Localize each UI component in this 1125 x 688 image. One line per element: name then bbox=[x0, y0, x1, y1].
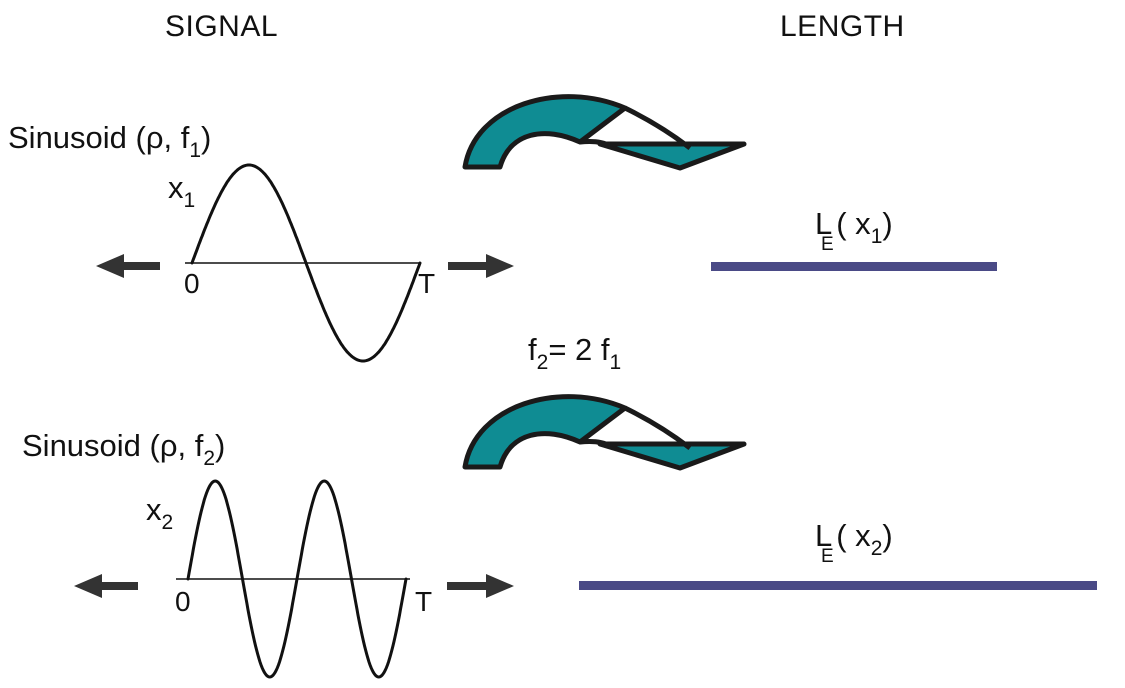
row1-left-axis-arrow bbox=[96, 254, 160, 278]
row1-origin-label: 0 bbox=[184, 268, 200, 299]
row2-origin-label: 0 bbox=[175, 586, 191, 617]
row2-length-bar bbox=[579, 581, 1097, 590]
row1-period-label: T bbox=[418, 268, 436, 299]
row2-variable: x2 bbox=[146, 492, 174, 534]
row2-length-label: L E( x2) bbox=[815, 518, 893, 567]
row1-mapping-arrow bbox=[462, 94, 628, 170]
row1-right-axis-arrow bbox=[448, 254, 514, 278]
row1-title: Sinusoid (ρ, f1) bbox=[8, 120, 212, 162]
row1-mapping-arrowhead bbox=[597, 141, 747, 171]
row2-title: Sinusoid (ρ, f2) bbox=[22, 428, 226, 470]
signal-header: SIGNAL bbox=[165, 10, 279, 43]
row1-length-label: L E( x1) bbox=[815, 206, 893, 255]
row1-length-bar bbox=[711, 262, 997, 271]
row2-mapping-arrowhead bbox=[597, 441, 747, 471]
row2-sinusoid-curve bbox=[186, 479, 408, 679]
row2-period-label: T bbox=[415, 586, 433, 617]
frequency-relation: f2= 2 f1 bbox=[528, 332, 622, 374]
row2-left-axis-arrow bbox=[74, 574, 138, 598]
row1-variable: x1 bbox=[168, 170, 196, 212]
row1-sinusoid-curve bbox=[190, 163, 422, 363]
length-header: LENGTH bbox=[780, 10, 905, 43]
row2-right-axis-arrow bbox=[447, 574, 514, 598]
row2-mapping-arrow bbox=[462, 394, 628, 470]
